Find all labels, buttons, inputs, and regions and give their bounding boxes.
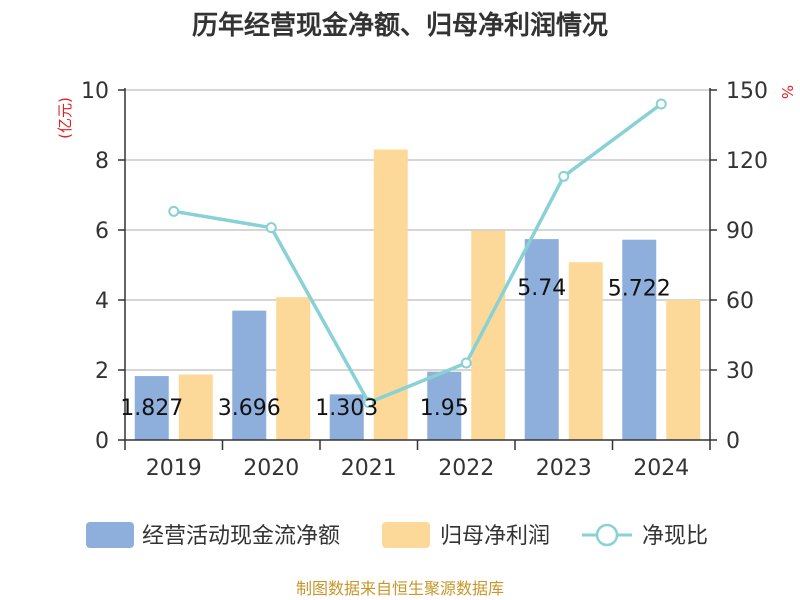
- left-axis-tick-label: 10: [81, 79, 109, 104]
- ratio-point: [460, 357, 472, 369]
- bar-cash-flow: [329, 394, 364, 440]
- legend-label-ratio: 净现比: [642, 524, 708, 549]
- x-axis-tick-label: 2022: [438, 456, 494, 481]
- legend-label-profit: 归母净利润: [440, 524, 550, 549]
- legend-swatch-cash: [86, 522, 134, 548]
- legend-marker-ratio: [595, 523, 619, 547]
- ratio-point: [558, 170, 570, 182]
- bar-net-profit: [276, 297, 311, 440]
- ratio-line: [168, 98, 667, 409]
- legend-label-cash: 经营活动现金流净额: [142, 524, 340, 549]
- bar-net-profit: [373, 149, 408, 440]
- legend: 经营活动现金流净额 归母净利润 净现比: [86, 522, 708, 549]
- left-axis-unit: (亿元): [56, 97, 74, 139]
- right-axis-tick-label: 60: [726, 289, 754, 314]
- x-axis-tick-label: 2019: [146, 456, 202, 481]
- bar-cash-flow: [524, 239, 559, 440]
- right-axis-tick-label: 90: [726, 219, 754, 244]
- right-axis-tick-label: 120: [726, 149, 768, 174]
- axes: 0 2 4 6 8 10 0 30 60 90 120 150 2019 2020 2021 2022 2023…: [81, 79, 768, 481]
- x-axis-tick-label: 2024: [633, 456, 689, 481]
- bar-net-profit: [568, 262, 603, 440]
- left-axis-tick-label: 0: [95, 429, 109, 454]
- bar-net-profit: [471, 230, 506, 440]
- bar-net-profit: [178, 374, 213, 440]
- legend-swatch-profit: [382, 522, 430, 548]
- data-label-cash-flow: 3.696: [218, 396, 281, 421]
- data-labels: 1.827 3.696 1.303 1.95 5.74 5.722: [120, 276, 670, 421]
- ratio-point: [655, 98, 667, 110]
- ratio-point: [363, 397, 375, 409]
- ratio-line-path: [173, 102, 663, 405]
- ratio-point: [265, 222, 277, 234]
- right-axis-tick-label: 0: [726, 429, 740, 454]
- data-label-cash-flow: 1.95: [420, 396, 469, 421]
- right-axis-tick-label: 30: [726, 359, 754, 384]
- left-axis-tick-label: 4: [95, 289, 109, 314]
- bar-net-profit: [666, 300, 701, 440]
- source-note: 制图数据来自恒生聚源数据库: [296, 579, 504, 598]
- left-axis-tick-label: 8: [95, 149, 109, 174]
- right-axis-unit: %: [778, 85, 796, 99]
- data-label-cash-flow: 5.722: [608, 277, 671, 302]
- bars: [134, 149, 701, 440]
- left-axis-tick-label: 2: [95, 359, 109, 384]
- bar-cash-flow: [427, 371, 462, 440]
- data-label-cash-flow: 5.74: [517, 276, 566, 301]
- x-axis-tick-label: 2020: [243, 456, 299, 481]
- chart-title: 历年经营现金净额、归母净利润情况: [192, 10, 608, 41]
- x-axis-tick-label: 2021: [341, 456, 397, 481]
- data-label-cash-flow: 1.827: [120, 396, 183, 421]
- bar-cash-flow: [134, 376, 169, 440]
- gridlines: [125, 89, 710, 371]
- bar-cash-flow: [622, 239, 657, 440]
- x-axis-tick-label: 2023: [536, 456, 592, 481]
- left-axis-tick-label: 6: [95, 219, 109, 244]
- right-axis-tick-label: 150: [726, 79, 768, 104]
- bar-cash-flow: [232, 310, 267, 440]
- ratio-point: [168, 205, 180, 217]
- data-label-cash-flow: 1.303: [315, 396, 378, 421]
